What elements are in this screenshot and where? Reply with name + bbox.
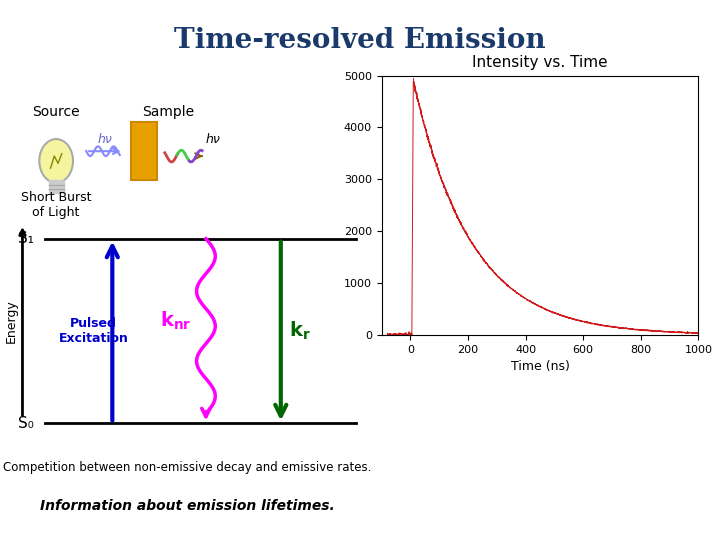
Text: Time-resolved Emission: Time-resolved Emission	[174, 27, 546, 54]
Text: Pulsed
Excitation: Pulsed Excitation	[58, 317, 129, 345]
Text: $\mathbf{k_{nr}}$: $\mathbf{k_{nr}}$	[161, 310, 192, 333]
Text: Short Burst
of Light: Short Burst of Light	[21, 191, 91, 219]
Circle shape	[40, 139, 73, 183]
FancyBboxPatch shape	[131, 122, 157, 180]
FancyBboxPatch shape	[49, 180, 63, 192]
Text: Competition between non-emissive decay and emissive rates.: Competition between non-emissive decay a…	[3, 461, 372, 474]
Text: Information about emission lifetimes.: Information about emission lifetimes.	[40, 499, 335, 513]
Text: S₀: S₀	[18, 416, 34, 431]
X-axis label: Time (ns): Time (ns)	[510, 360, 570, 373]
Text: S₁: S₁	[18, 231, 34, 246]
Text: hν: hν	[97, 132, 112, 146]
Text: $\mathbf{k_r}$: $\mathbf{k_r}$	[289, 320, 310, 342]
Text: Source: Source	[32, 105, 80, 119]
Title: Intensity vs. Time: Intensity vs. Time	[472, 55, 608, 70]
Text: hν: hν	[206, 132, 221, 146]
Text: Sample: Sample	[143, 105, 194, 119]
Text: Energy: Energy	[5, 299, 18, 343]
